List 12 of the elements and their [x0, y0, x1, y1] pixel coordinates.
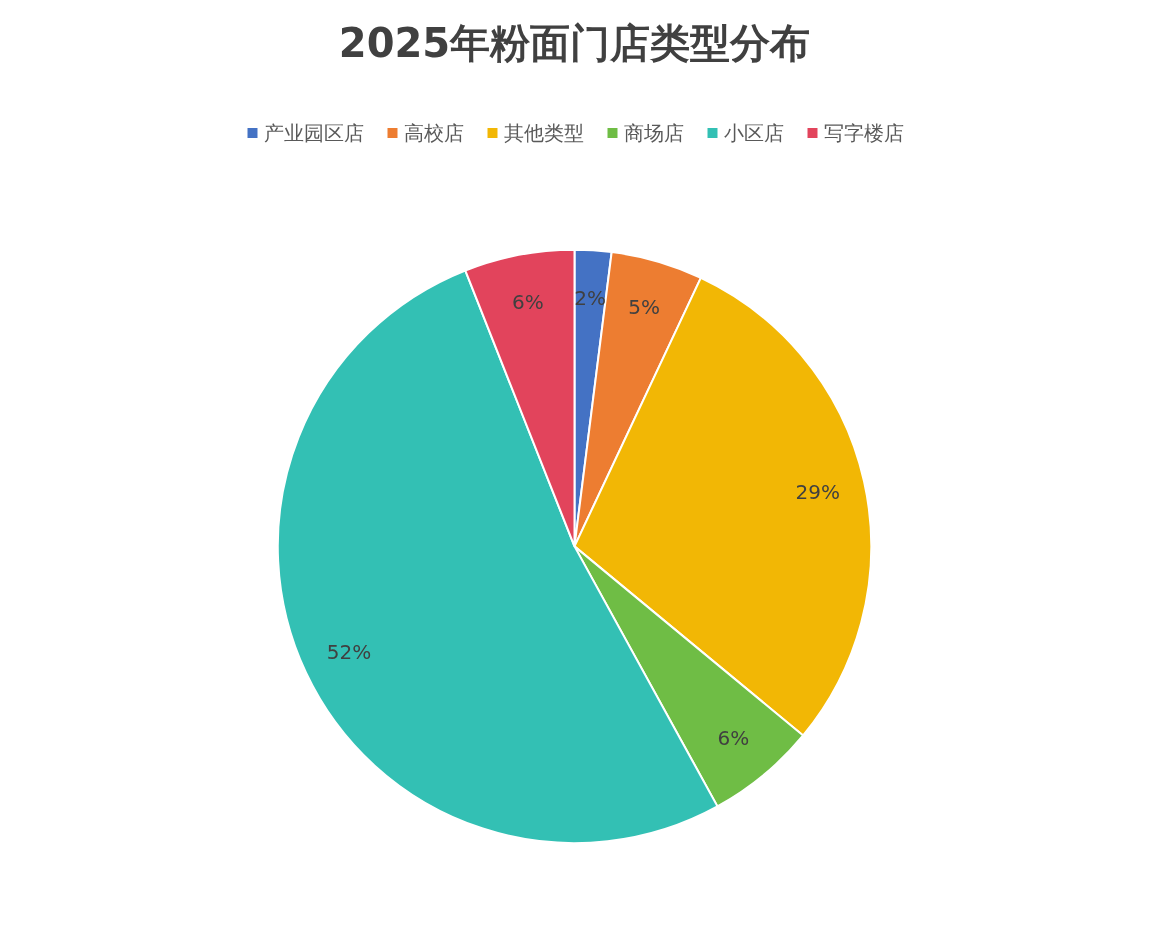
legend-label: 其他类型 [503, 121, 584, 145]
data-label: 5% [628, 295, 660, 319]
data-label: 6% [511, 289, 544, 314]
chart-title: 2025年粉面门店类型分布 [338, 20, 811, 66]
data-label: 29% [795, 479, 840, 504]
legend-label: 产业园区店 [263, 121, 364, 145]
legend-label: 小区店 [723, 121, 784, 145]
legend-label: 商场店 [623, 121, 684, 145]
data-label: 52% [326, 640, 372, 665]
legend-label: 写字楼店 [823, 121, 904, 145]
data-label: 6% [717, 726, 750, 751]
legend-label: 高校店 [403, 121, 464, 145]
